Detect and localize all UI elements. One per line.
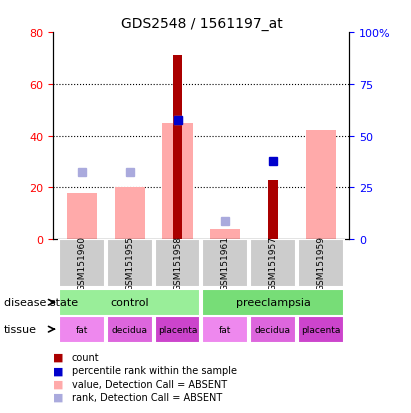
Bar (306, 131, 336, 240)
FancyBboxPatch shape (202, 316, 248, 343)
Text: GSM151955: GSM151955 (125, 236, 134, 291)
Text: percentile rank within the sample: percentile rank within the sample (72, 366, 237, 375)
Text: value, Detection Call = ABSENT: value, Detection Call = ABSENT (72, 379, 227, 389)
Text: decidua: decidua (112, 325, 148, 334)
Text: GSM151960: GSM151960 (78, 236, 87, 291)
Bar (210, 229, 240, 240)
Text: fat: fat (76, 325, 88, 334)
FancyBboxPatch shape (298, 316, 344, 343)
FancyBboxPatch shape (202, 240, 248, 287)
Title: GDS2548 / 1561197_at: GDS2548 / 1561197_at (120, 17, 282, 31)
Text: preeclampsia: preeclampsia (236, 297, 310, 308)
Text: ■: ■ (53, 352, 64, 362)
Bar (173, 56, 182, 240)
FancyBboxPatch shape (250, 240, 296, 287)
FancyBboxPatch shape (107, 240, 153, 287)
Text: rank, Detection Call = ABSENT: rank, Detection Call = ABSENT (72, 392, 222, 402)
Bar (67, 193, 97, 240)
FancyBboxPatch shape (298, 240, 344, 287)
Bar (162, 123, 193, 240)
Text: control: control (111, 297, 149, 308)
Text: count: count (72, 352, 99, 362)
Text: decidua: decidua (255, 325, 291, 334)
FancyBboxPatch shape (59, 316, 105, 343)
Text: GSM151958: GSM151958 (173, 236, 182, 291)
Text: ■: ■ (53, 366, 64, 375)
Text: placenta: placenta (301, 325, 340, 334)
FancyBboxPatch shape (107, 316, 153, 343)
FancyBboxPatch shape (59, 240, 105, 287)
FancyBboxPatch shape (155, 316, 201, 343)
Text: fat: fat (219, 325, 231, 334)
Text: placenta: placenta (158, 325, 197, 334)
Text: ■: ■ (53, 379, 64, 389)
FancyBboxPatch shape (59, 289, 201, 316)
Text: tissue: tissue (4, 325, 37, 335)
Text: GSM151961: GSM151961 (221, 236, 230, 291)
FancyBboxPatch shape (202, 289, 344, 316)
Text: GSM151957: GSM151957 (268, 236, 277, 291)
FancyBboxPatch shape (250, 316, 296, 343)
Text: GSM151959: GSM151959 (316, 236, 325, 291)
FancyBboxPatch shape (155, 240, 201, 287)
Text: ■: ■ (53, 392, 64, 402)
Text: disease state: disease state (4, 297, 78, 307)
Bar (268, 180, 277, 240)
Bar (115, 188, 145, 240)
